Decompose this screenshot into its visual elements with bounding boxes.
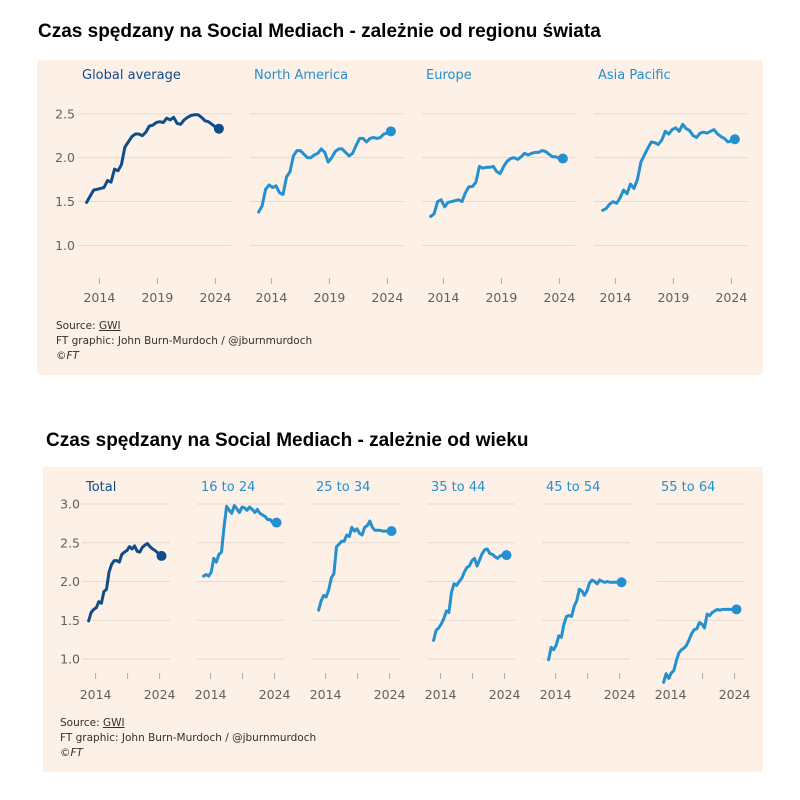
x-tick-label: 2014 — [80, 687, 112, 702]
chart-age-svg: Total 1.0 1.5 2.0 2.5 3.0 2014 2024 16 to 24 2014… — [60, 480, 751, 702]
facet-total: Total 1.0 1.5 2.0 2.5 3.0 2014 2024 — [60, 480, 175, 702]
x-tick-label: 2024 — [715, 290, 747, 305]
end-point-marker — [156, 550, 167, 561]
facet-asia-pacific: Asia Pacific 2014 2019 2024 — [594, 68, 747, 305]
series-line — [257, 129, 393, 214]
x-tick-label: 2014 — [599, 290, 631, 305]
x-tick-label: 2019 — [141, 290, 173, 305]
facet-55-to-64: 55 to 64 2014 2024 — [655, 480, 751, 702]
facet-16-to-24: 16 to 24 2014 2024 — [195, 480, 291, 702]
source-link[interactable]: GWI — [102, 717, 125, 729]
chart-footer: Source: GWI FT graphic: John Burn-Murdoc… — [56, 319, 312, 364]
end-point-marker — [557, 153, 568, 164]
facet-title: 16 to 24 — [201, 480, 255, 495]
facet-title: Global average — [82, 68, 181, 83]
y-tick-label: 2.5 — [60, 535, 80, 550]
series-line — [202, 504, 278, 578]
x-tick-label: 2024 — [371, 290, 403, 305]
facet-global-average: Global average 1.0 1.5 2.0 2.5 2014 2019 2024 — [55, 68, 231, 305]
facet-35-to-44: 35 to 44 2014 2024 — [425, 480, 521, 702]
end-point-marker — [731, 604, 742, 615]
copyright-line: ©FT — [56, 350, 79, 362]
source-link[interactable]: GWI — [98, 320, 121, 332]
source-label: Source: — [56, 320, 99, 332]
x-tick-label: 2024 — [604, 687, 636, 702]
facet-45-to-54: 45 to 54 2014 2024 — [540, 480, 636, 702]
chart-panel-region: Global average 1.0 1.5 2.0 2.5 2014 2019 2024 No… — [37, 60, 763, 375]
x-tick-label: 2019 — [657, 290, 689, 305]
end-point-marker — [386, 526, 397, 537]
y-tick-label: 2.0 — [60, 574, 80, 589]
end-point-marker — [501, 550, 512, 561]
x-tick-label: 2014 — [425, 687, 457, 702]
x-tick-label: 2024 — [374, 687, 406, 702]
x-tick-label: 2014 — [310, 687, 342, 702]
facet-25-to-34: 25 to 34 2014 2024 — [310, 480, 406, 702]
facet-title: 35 to 44 — [431, 480, 485, 495]
end-point-marker — [616, 577, 627, 588]
source-line: Source: GWI — [56, 319, 312, 334]
series-line — [87, 542, 163, 623]
series-line — [85, 113, 221, 204]
x-tick-label: 2024 — [719, 687, 751, 702]
x-tick-label: 2014 — [655, 687, 687, 702]
y-tick-label: 2.0 — [55, 150, 75, 165]
facet-title: 55 to 64 — [661, 480, 715, 495]
x-tick-label: 2024 — [543, 290, 575, 305]
facet-title: Asia Pacific — [598, 68, 671, 83]
chart-title-region: Czas spędzany na Social Mediach - zależn… — [38, 21, 601, 42]
facet-title: Europe — [426, 68, 472, 83]
facet-north-america: North America 2014 2019 2024 — [250, 68, 403, 305]
end-point-marker — [271, 517, 282, 528]
series-line — [317, 519, 393, 612]
y-tick-label: 1.0 — [60, 652, 80, 667]
x-tick-label: 2014 — [255, 290, 287, 305]
x-tick-label: 2024 — [489, 687, 521, 702]
chart-panel-age: Total 1.0 1.5 2.0 2.5 3.0 2014 2024 16 to 24 2014… — [43, 467, 763, 772]
facet-title: Total — [85, 480, 116, 495]
x-tick-label: 2019 — [313, 290, 345, 305]
credit-line: FT graphic: John Burn-Murdoch / @jburnmu… — [56, 335, 313, 347]
x-tick-label: 2014 — [83, 290, 115, 305]
facet-title: 25 to 34 — [316, 480, 370, 495]
series-line — [432, 547, 508, 642]
series-line — [547, 578, 623, 662]
x-tick-label: 2024 — [199, 290, 231, 305]
copyright-line: ©FT — [60, 747, 83, 759]
facet-europe: Europe 2014 2019 2024 — [422, 68, 575, 305]
y-tick-label: 1.5 — [60, 613, 80, 628]
series-line — [601, 122, 737, 212]
y-tick-label: 1.5 — [55, 194, 75, 209]
end-point-marker — [213, 123, 224, 134]
x-tick-label: 2019 — [485, 290, 517, 305]
chart-footer: Source: GWI FT graphic: John Burn-Murdoc… — [60, 716, 316, 761]
y-tick-label: 3.0 — [60, 497, 80, 512]
x-tick-label: 2014 — [195, 687, 227, 702]
series-line — [429, 149, 565, 218]
y-tick-label: 2.5 — [55, 106, 75, 121]
series-line — [662, 607, 738, 684]
credit-line: FT graphic: John Burn-Murdoch / @jburnmu… — [60, 732, 317, 744]
end-point-marker — [729, 134, 740, 145]
source-label: Source: — [60, 717, 103, 729]
x-tick-label: 2024 — [144, 687, 176, 702]
end-point-marker — [385, 126, 396, 137]
x-tick-label: 2024 — [259, 687, 291, 702]
facet-title: 45 to 54 — [546, 480, 600, 495]
x-tick-label: 2014 — [427, 290, 459, 305]
chart-title-age: Czas spędzany na Social Mediach - zależn… — [46, 430, 529, 451]
facet-title: North America — [254, 68, 348, 83]
y-tick-label: 1.0 — [55, 238, 75, 253]
source-line: Source: GWI — [60, 716, 316, 731]
x-tick-label: 2014 — [540, 687, 572, 702]
